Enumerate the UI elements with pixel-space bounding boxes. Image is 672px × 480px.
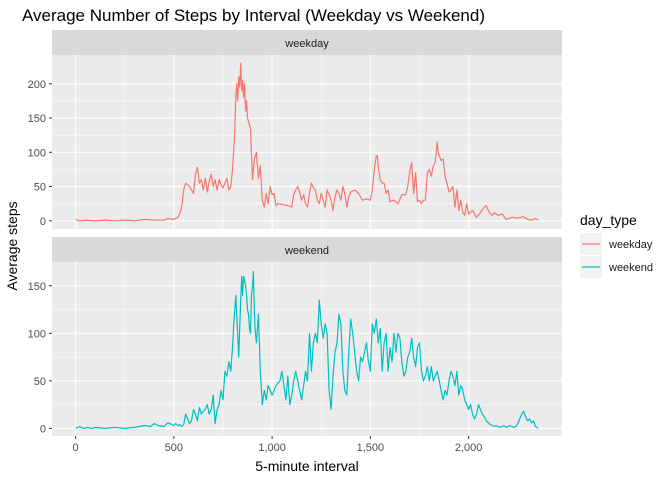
y-tick-label: 50: [34, 376, 46, 388]
y-tick-label: 150: [28, 281, 46, 293]
legend: day_type weekday weekend: [580, 212, 653, 278]
strip-weekday: [52, 30, 562, 55]
panel-weekend: weekend 0 50 100 150: [28, 237, 562, 436]
grid-weekend: [52, 262, 562, 436]
legend-label-weekend: weekend: [608, 262, 653, 274]
panel-weekday: weekday 0 50 100 150 200: [28, 30, 562, 229]
x-tick-label: 0: [73, 442, 79, 454]
series-weekday: [75, 62, 539, 222]
legend-title: day_type: [580, 212, 637, 228]
plot-area-weekday: [52, 55, 562, 229]
x-tick-label: 2,000: [455, 442, 483, 454]
series-line-weekday: [75, 62, 539, 222]
x-axis-title: 5-minute interval: [255, 458, 359, 474]
series-weekend: [75, 270, 539, 429]
strip-weekday-label: weekday: [284, 38, 329, 50]
x-tick-label: 1,000: [258, 442, 286, 454]
x-tick-label: 500: [165, 442, 183, 454]
grid-weekday: [52, 55, 562, 229]
y-tick-label: 200: [28, 79, 46, 91]
plot-area-weekend: [52, 262, 562, 436]
y-tick-label: 150: [28, 113, 46, 125]
y-tick-label: 0: [40, 216, 46, 228]
x-axis: 0 500 1,000 1,500 2,000: [73, 436, 483, 454]
y-tick-label: 100: [28, 147, 46, 159]
y-axis-weekday: 0 50 100 150 200: [28, 79, 52, 228]
chart-title: Average Number of Steps by Interval (Wee…: [22, 6, 485, 25]
x-tick-label: 1,500: [357, 442, 385, 454]
series-line-weekend: [75, 270, 539, 429]
y-axis-weekend: 0 50 100 150: [28, 281, 52, 435]
y-tick-label: 100: [28, 328, 46, 340]
strip-weekend: [52, 237, 562, 262]
legend-label-weekday: weekday: [608, 239, 653, 251]
y-tick-label: 50: [34, 182, 46, 194]
strip-weekend-label: weekend: [284, 245, 329, 257]
y-tick-label: 0: [40, 423, 46, 435]
y-axis-title: Average steps: [4, 201, 20, 290]
